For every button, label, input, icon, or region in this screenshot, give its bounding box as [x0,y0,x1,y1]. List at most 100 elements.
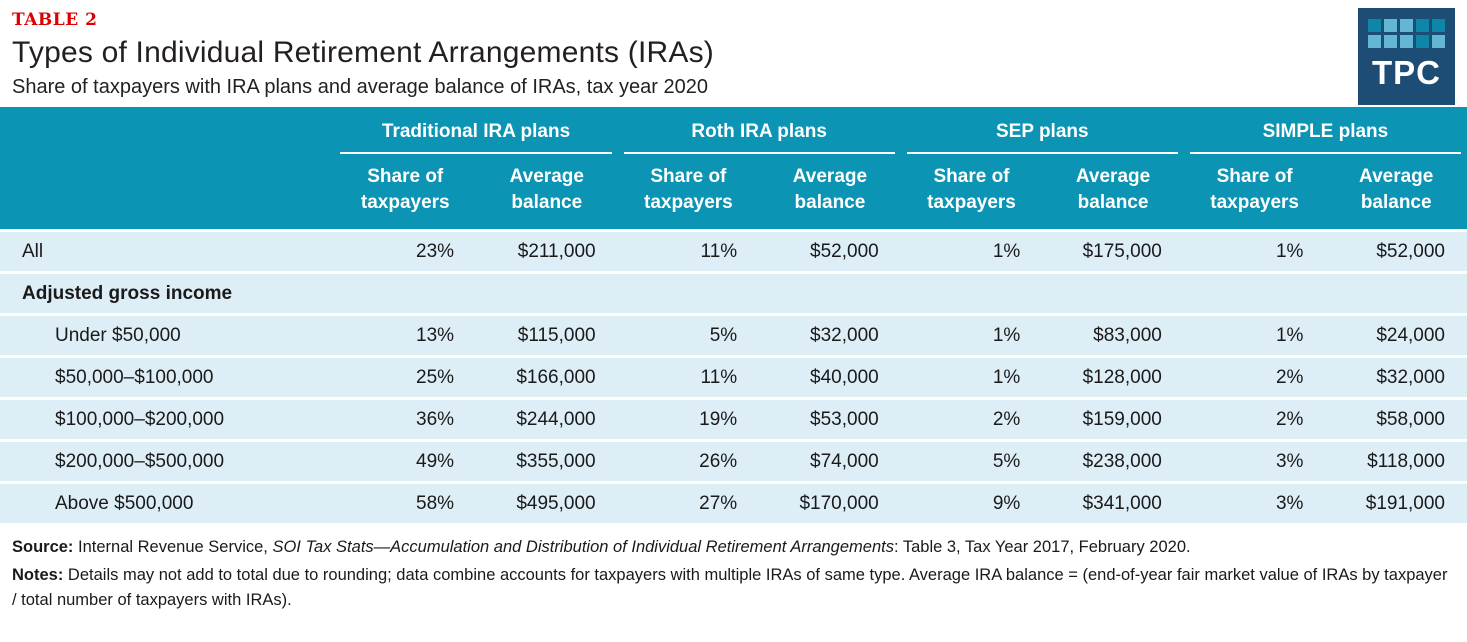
logo-square-icon [1432,19,1445,32]
cell-value: 1% [900,316,1043,359]
cell-value: 36% [334,400,477,443]
group-header-label: SEP plans [906,121,1178,154]
col-header-share-traditional: Share of taxpayers [334,154,477,233]
notes-label: Notes: [12,565,64,584]
cell-value: $115,000 [476,316,618,359]
table-header: Traditional IRA plans Roth IRA plans SEP… [0,107,1467,233]
cell-value: $74,000 [759,442,901,485]
cell-value: 5% [617,316,760,359]
table-row-200k-500k: $200,000–$500,000 49% $355,000 26% $74,0… [0,442,1467,485]
row-label: $100,000–$200,000 [0,400,335,443]
cell-value: $341,000 [1042,484,1184,527]
source-publication-title: SOI Tax Stats—Accumulation and Distribut… [272,538,894,557]
row-label: $200,000–$500,000 [0,442,335,485]
notes-text: Details may not add to total due to roun… [12,565,1448,610]
cell-value: 26% [617,442,760,485]
footer-notes: Source: Internal Revenue Service, SOI Ta… [0,526,1467,614]
logo-square-icon [1368,19,1381,32]
cell-value: 1% [1183,316,1326,359]
table-row-50k-100k: $50,000–$100,000 25% $166,000 11% $40,00… [0,358,1467,401]
cell-value: 11% [617,358,760,401]
cell-value: $52,000 [1325,232,1467,275]
source-label: Source: [12,538,74,557]
tpc-logo-grid-icon [1368,19,1445,48]
cell-value: 2% [900,400,1043,443]
ira-data-table: Traditional IRA plans Roth IRA plans SEP… [0,107,1467,527]
group-header-traditional: Traditional IRA plans [334,107,618,154]
cell-value: $52,000 [759,232,901,275]
source-line: Source: Internal Revenue Service, SOI Ta… [12,535,1455,561]
table-row-under-50k: Under $50,000 13% $115,000 5% $32,000 1%… [0,316,1467,359]
logo-square-icon [1368,35,1381,48]
logo-square-icon [1384,35,1397,48]
cell-value: $495,000 [476,484,618,527]
group-header-row: Traditional IRA plans Roth IRA plans SEP… [0,107,1467,233]
col-header-share-simple: Share of taxpayers [1183,154,1326,233]
tpc-logo: TPC [1358,8,1455,105]
cell-value: 3% [1183,442,1326,485]
cell-value: $191,000 [1325,484,1467,527]
cell-value: 13% [334,316,477,359]
cell-value: 1% [900,358,1043,401]
cell-value: 11% [617,232,760,275]
group-header-label: Roth IRA plans [623,121,895,154]
group-header-label: Traditional IRA plans [340,121,612,154]
cell-value: $166,000 [476,358,618,401]
cell-value: 58% [334,484,477,527]
cell-value: 9% [900,484,1043,527]
cell-value: $355,000 [476,442,618,485]
logo-square-icon [1384,19,1397,32]
table-row-100k-200k: $100,000–$200,000 36% $244,000 19% $53,0… [0,400,1467,443]
logo-square-icon [1416,35,1429,48]
table-number-label: TABLE 2 [12,10,98,30]
logo-square-icon [1400,35,1413,48]
cell-value: $159,000 [1042,400,1184,443]
cell-value: $238,000 [1042,442,1184,485]
notes-line: Notes: Details may not add to total due … [12,563,1455,614]
cell-value: $244,000 [476,400,618,443]
row-label: Above $500,000 [0,484,335,527]
tpc-logo-text: TPC [1372,54,1441,91]
col-header-balance-sep: Average balance [1042,154,1184,233]
cell-value: $118,000 [1325,442,1467,485]
cell-value: 27% [617,484,760,527]
logo-square-icon [1400,19,1413,32]
cell-value: 2% [1183,400,1326,443]
group-header-simple: SIMPLE plans [1183,107,1467,154]
table-section-row: Adjusted gross income [0,274,1467,317]
col-header-balance-traditional: Average balance [476,154,618,233]
table-row-above-500k: Above $500,000 58% $495,000 27% $170,000… [0,484,1467,527]
col-header-balance-roth: Average balance [759,154,901,233]
cell-value: $170,000 [759,484,901,527]
col-header-balance-simple: Average balance [1325,154,1467,233]
section-header-label: Adjusted gross income [0,274,1467,317]
col-header-share-sep: Share of taxpayers [900,154,1043,233]
cell-value: 2% [1183,358,1326,401]
cell-value: $24,000 [1325,316,1467,359]
page-subtitle: Share of taxpayers with IRA plans and av… [12,76,708,98]
cell-value: 3% [1183,484,1326,527]
sub-header-row: Share of taxpayers Average balance Share… [0,154,1467,233]
col-header-share-roth: Share of taxpayers [617,154,760,233]
cell-value: $32,000 [759,316,901,359]
cell-value: $175,000 [1042,232,1184,275]
cell-value: $128,000 [1042,358,1184,401]
cell-value: $83,000 [1042,316,1184,359]
group-header-roth: Roth IRA plans [617,107,901,154]
table-row-all: All 23% $211,000 11% $52,000 1% $175,000… [0,232,1467,275]
cell-value: $32,000 [1325,358,1467,401]
cell-value: 5% [900,442,1043,485]
cell-value: $53,000 [759,400,901,443]
cell-value: $40,000 [759,358,901,401]
title-block: TABLE 2 Types of Individual Retirement A… [0,0,1467,107]
group-header-label: SIMPLE plans [1189,121,1461,154]
group-header-sep: SEP plans [900,107,1184,154]
cell-value: 23% [334,232,477,275]
cell-value: $58,000 [1325,400,1467,443]
cell-value: 1% [900,232,1043,275]
source-text-2: : Table 3, Tax Year 2017, February 2020. [893,538,1191,557]
row-label: All [0,232,335,275]
logo-square-icon [1416,19,1429,32]
source-text-1: Internal Revenue Service, [73,538,273,557]
